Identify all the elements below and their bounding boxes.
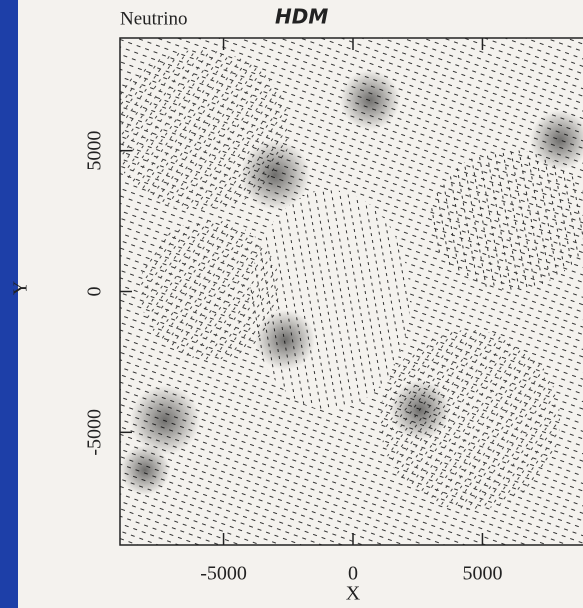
particle-texture xyxy=(120,38,583,545)
annotation: HDM xyxy=(275,5,328,29)
y-tick-label: -5000 xyxy=(84,409,106,456)
y-tick-label: 5000 xyxy=(84,131,106,171)
x-axis-label: X xyxy=(346,583,361,605)
x-tick-label: 0 xyxy=(348,563,358,585)
y-tick-label: 0 xyxy=(84,287,106,297)
x-tick-label: 5000 xyxy=(462,563,502,585)
chart-title: Neutrino xyxy=(120,8,188,29)
y-axis-label: Y xyxy=(10,281,32,295)
x-tick-label: -5000 xyxy=(200,563,247,585)
